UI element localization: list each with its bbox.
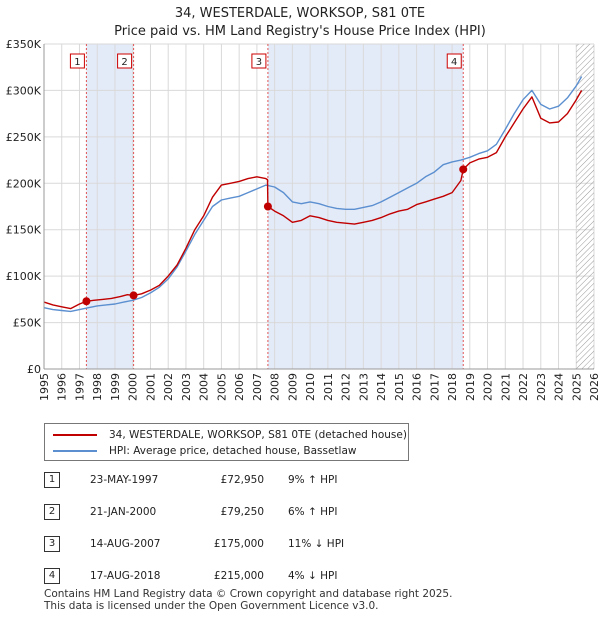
x-tick-label: 2009 (286, 373, 299, 401)
transaction-point (82, 297, 91, 306)
footer-notice: Contains HM Land Registry data © Crown c… (44, 588, 452, 612)
x-tick-label: 2011 (322, 373, 335, 401)
x-tick-label: 2013 (357, 373, 370, 401)
y-tick-label: £350K (6, 38, 42, 51)
x-tick-label: 1996 (56, 373, 69, 401)
chart-legend: 34, WESTERDALE, WORKSOP, S81 0TE (detach… (44, 423, 409, 461)
transaction-marker-label: 3 (256, 57, 262, 68)
transaction-marker-label: 2 (121, 57, 127, 68)
x-tick-label: 2017 (428, 373, 441, 401)
x-tick-label: 2021 (499, 373, 512, 401)
legend-item-hpi: HPI: Average price, detached house, Bass… (53, 444, 356, 458)
transaction-marker-box (251, 53, 267, 69)
x-tick-label: 2003 (180, 373, 193, 401)
forecast-hatch (576, 44, 594, 369)
x-tick-label: 2018 (446, 373, 459, 401)
chart-title-line2: Price paid vs. HM Land Registry's House … (114, 24, 486, 39)
x-tick-label: 2025 (570, 373, 583, 401)
x-tick-label: 2004 (198, 373, 211, 401)
transaction-price: £215,000 (213, 570, 264, 582)
transaction-marker-box (117, 53, 133, 69)
transaction-date: 21-JAN-2000 (90, 506, 157, 518)
legend-item-property: 34, WESTERDALE, WORKSOP, S81 0TE (detach… (53, 428, 407, 442)
x-tick-label: 2000 (127, 373, 140, 401)
transaction-date: 23-MAY-1997 (90, 474, 159, 486)
transaction-date: 14-AUG-2007 (90, 538, 161, 550)
transaction-point (459, 165, 468, 174)
y-tick-label: £250K (6, 131, 42, 144)
x-tick-label: 2012 (340, 373, 353, 401)
transaction-price: £72,950 (220, 474, 264, 486)
x-tick-label: 2001 (144, 373, 157, 401)
transaction-hpi-diff: 9% ↑ HPI (288, 474, 338, 486)
x-tick-label: 2016 (411, 373, 424, 401)
x-tick-label: 2015 (393, 373, 406, 401)
x-tick-label: 2024 (553, 373, 566, 401)
transaction-number: 1 (44, 472, 60, 488)
table-row: 3 14-AUG-2007 £175,000 11% ↓ HPI (44, 536, 384, 554)
x-tick-label: 2005 (215, 373, 228, 401)
x-tick-label: 2008 (269, 373, 282, 401)
y-tick-label: £300K (6, 84, 42, 97)
x-tick-label: 2002 (162, 373, 175, 401)
legend-label-property: 34, WESTERDALE, WORKSOP, S81 0TE (detach… (109, 429, 407, 441)
x-tick-label: 2006 (233, 373, 246, 401)
y-tick-label: £150K (6, 224, 42, 237)
transaction-price: £79,250 (220, 506, 264, 518)
chart-title-line1: 34, WESTERDALE, WORKSOP, S81 0TE (174, 6, 426, 21)
x-tick-label: 2019 (464, 373, 477, 401)
x-tick-label: 1999 (109, 373, 122, 401)
transaction-marker-box (69, 53, 85, 69)
x-tick-label: 2007 (251, 373, 264, 401)
x-tick-label: 2020 (482, 373, 495, 401)
transaction-hpi-diff: 4% ↓ HPI (288, 570, 338, 582)
x-tick-label: 2026 (588, 373, 600, 401)
transaction-point (129, 291, 138, 300)
y-tick-label: £200K (6, 177, 42, 190)
legend-swatch-property (53, 434, 97, 436)
transaction-marker-label: 4 (451, 57, 457, 68)
x-tick-label: 2014 (375, 373, 388, 401)
transaction-number: 2 (44, 504, 60, 520)
table-row: 1 23-MAY-1997 £72,950 9% ↑ HPI (44, 472, 384, 490)
transaction-number: 4 (44, 568, 60, 584)
transaction-date: 17-AUG-2018 (90, 570, 161, 582)
y-tick-label: £50K (13, 317, 42, 330)
legend-swatch-hpi (53, 450, 97, 452)
transaction-marker-label: 1 (74, 57, 80, 68)
transaction-number: 3 (44, 536, 60, 552)
x-tick-label: 2022 (517, 373, 530, 401)
y-tick-label: £100K (6, 270, 42, 283)
table-row: 4 17-AUG-2018 £215,000 4% ↓ HPI (44, 568, 384, 586)
hpi-line (43, 76, 583, 313)
y-tick-label: £0 (27, 363, 41, 376)
footer-license: This data is licensed under the Open Gov… (44, 600, 379, 612)
x-tick-label: 1998 (91, 373, 104, 401)
transaction-price: £175,000 (213, 538, 264, 550)
price-chart: 1 2 3 4 £0 £50K £100K £150K £200K £250K £300K £350… (6, 38, 600, 401)
x-tick-label: 2010 (304, 373, 317, 401)
x-tick-label: 2023 (535, 373, 548, 401)
ownership-shade (86, 44, 134, 369)
x-tick-label: 1997 (73, 373, 86, 401)
transaction-point (263, 202, 272, 211)
legend-label-hpi: HPI: Average price, detached house, Bass… (109, 445, 357, 457)
footer-copyright: Contains HM Land Registry data © Crown c… (44, 588, 453, 600)
transaction-hpi-diff: 11% ↓ HPI (288, 538, 345, 550)
x-tick-label: 1995 (38, 373, 51, 401)
transaction-marker-box (446, 53, 462, 69)
transaction-hpi-diff: 6% ↑ HPI (288, 506, 338, 518)
table-row: 2 21-JAN-2000 £79,250 6% ↑ HPI (44, 504, 384, 522)
